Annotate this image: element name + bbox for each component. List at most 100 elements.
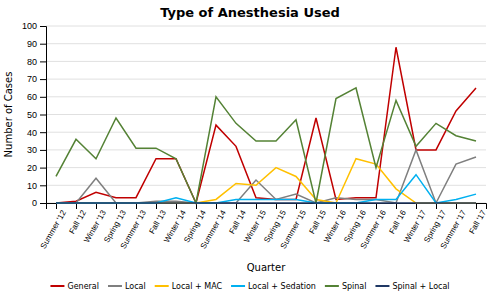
y-axis: 0102030405060708090100: [22, 21, 47, 208]
grid-line: [46, 96, 486, 97]
tick-mark: [476, 203, 477, 209]
tick-mark: [156, 203, 157, 209]
axis-line: [47, 204, 487, 210]
tick-label: Summer '13: [119, 208, 149, 250]
tick-label: Summer '17: [439, 208, 469, 250]
tick: 80: [27, 57, 46, 67]
legend-item: Local + MAC: [155, 282, 223, 291]
tick: 20: [27, 163, 46, 173]
legend-swatch: [325, 285, 339, 287]
legend-item: Spinal + Local: [375, 282, 449, 291]
tick-label: 50: [27, 110, 37, 120]
title: Type of Anesthesia Used: [160, 5, 340, 20]
tick-mark: [216, 203, 217, 209]
tick: Summer '15: [279, 203, 309, 250]
tick: 50: [27, 110, 46, 120]
legend-swatch: [155, 285, 169, 287]
tick-mark: [40, 185, 46, 186]
legend-item: Spinal: [325, 282, 367, 291]
legend-label: Local + Sedation: [248, 282, 316, 291]
grid-line: [46, 61, 486, 62]
tick-label: 80: [27, 57, 37, 67]
grid-line: [46, 132, 486, 133]
tick-mark: [96, 203, 97, 209]
tick-label: Summer '14: [199, 208, 229, 250]
tick: 70: [27, 74, 46, 84]
tick-mark: [40, 115, 46, 116]
tick-mark: [76, 203, 77, 209]
tick-mark: [40, 97, 46, 98]
tick: Fall '15: [307, 203, 328, 235]
tick: Fall '17: [467, 203, 488, 235]
chart: 0102030405060708090100Summer '12Fall '12…: [0, 0, 500, 303]
legend-swatch: [108, 285, 122, 287]
grid-line: [46, 167, 486, 168]
tick-label: Summer '15: [279, 208, 309, 250]
legend-swatch: [50, 285, 64, 287]
tick-mark: [136, 203, 137, 209]
tick-mark: [336, 203, 337, 209]
series-line: [56, 202, 476, 204]
tick: 60: [27, 92, 46, 102]
tick: Fall '13: [147, 203, 168, 235]
tick: Summer '17: [439, 203, 469, 250]
tick-mark: [456, 203, 457, 209]
series-line: [56, 159, 476, 203]
legend-swatch: [375, 285, 389, 287]
tick-mark: [40, 44, 46, 45]
tick-label: Fall '12: [67, 208, 88, 235]
tick-label: 30: [27, 145, 37, 155]
tick-mark: [376, 203, 377, 209]
tick-label: Summer '12: [39, 208, 69, 250]
grid-line: [46, 43, 486, 44]
tick-mark: [356, 203, 357, 209]
tick: Fall '12: [67, 203, 88, 235]
grid: [46, 26, 486, 203]
grid-line: [46, 26, 486, 27]
legend: General Local Local + MAC Local + Sedation S…: [50, 282, 449, 291]
x-axis: Summer '12Fall '12Winter '13Spring '13Su…: [39, 203, 489, 250]
tick-mark: [40, 203, 46, 204]
tick: Fall '16: [387, 203, 408, 235]
tick-mark: [316, 203, 317, 209]
tick-label: 70: [27, 74, 37, 84]
tick-mark: [416, 203, 417, 209]
legend-item: General: [50, 282, 99, 291]
tick-label: Fall '17: [467, 208, 488, 235]
tick: Summer '16: [359, 203, 389, 250]
tick: 90: [27, 39, 46, 49]
series-line: [56, 88, 476, 203]
tick-label: 60: [27, 92, 37, 102]
tick: Fall '14: [227, 203, 248, 235]
tick: Summer '12: [39, 203, 69, 250]
legend-label: Local + MAC: [172, 282, 223, 291]
tick-mark: [396, 203, 397, 209]
grid-line: [46, 203, 486, 204]
tick-label: 100: [22, 21, 37, 31]
tick-mark: [56, 203, 57, 209]
legend-label: Spinal + Local: [392, 282, 449, 291]
tick-mark: [40, 168, 46, 169]
grid-line: [46, 114, 486, 115]
tick-label: Fall '16: [387, 208, 408, 235]
grid-line: [46, 185, 486, 186]
series-line: [56, 175, 476, 203]
legend-item: Local + Sedation: [231, 282, 316, 291]
tick: Summer '13: [119, 203, 149, 250]
grid-line: [46, 79, 486, 80]
series-group: [56, 47, 476, 203]
tick-label: 20: [27, 163, 37, 173]
tick-label: 0: [32, 198, 37, 208]
tick-label: 10: [27, 181, 37, 191]
y-axis-title: Number of Cases: [3, 72, 14, 158]
tick: 10: [27, 181, 46, 191]
legend-label: Spinal: [342, 282, 367, 291]
tick-mark: [176, 203, 177, 209]
legend-label: Local: [125, 282, 146, 291]
plot: 0102030405060708090100Summer '12Fall '12…: [22, 21, 488, 250]
tick-label: Summer '16: [359, 208, 389, 250]
series-line: [56, 150, 476, 203]
tick-mark: [256, 203, 257, 209]
tick: 100: [22, 21, 46, 31]
x-axis-title: Quarter: [247, 262, 287, 273]
